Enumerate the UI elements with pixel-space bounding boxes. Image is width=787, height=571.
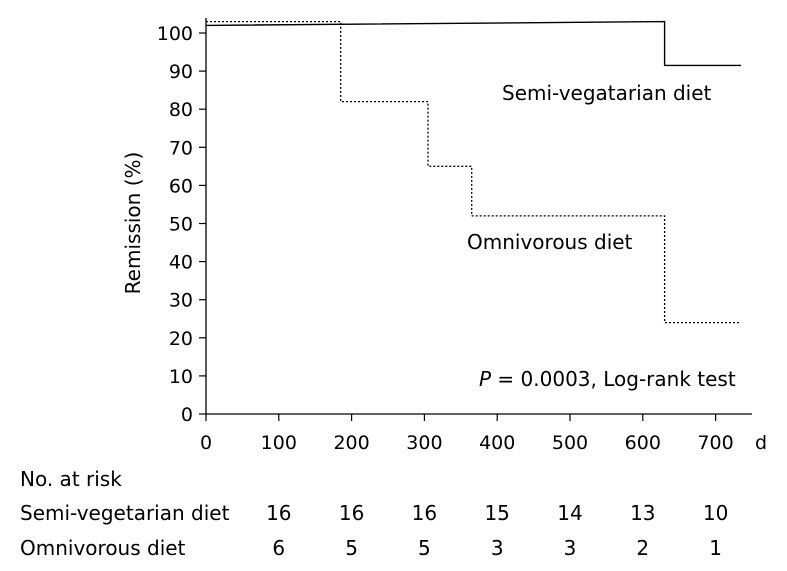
- risk-value: 10: [702, 501, 729, 525]
- risk-value: 16: [338, 501, 365, 525]
- y-tick-label: 70: [169, 137, 193, 159]
- risk-value: 15: [484, 501, 510, 525]
- y-tick-label: 50: [169, 214, 193, 236]
- x-tick-label: 700: [697, 432, 733, 454]
- y-tick-label: 90: [169, 61, 193, 83]
- series-line-semi-vegetarian: [205, 20, 742, 67]
- risk-row-label-semi: Semi-vegetarian diet: [20, 501, 230, 525]
- y-tick-label: 100: [157, 23, 193, 45]
- risk-value: 1: [709, 536, 722, 560]
- survival-chart: 0 10 20 30 40 50 60 70 80 90 100 0 100 200 300 400 500 60…: [121, 18, 767, 454]
- risk-value: 2: [636, 536, 650, 560]
- y-axis-label: Remission (%): [121, 152, 145, 295]
- pvalue-annotation: P = 0.0003, Log-rank test: [479, 367, 736, 391]
- risk-table-header: No. at risk: [20, 467, 122, 491]
- y-tick-label: 80: [169, 99, 193, 121]
- x-tick-label: 500: [552, 432, 588, 454]
- y-tick-label: 60: [169, 175, 193, 197]
- risk-value: 3: [490, 536, 504, 560]
- x-tick-label: 200: [333, 432, 369, 454]
- x-tick-label: 0: [200, 432, 212, 454]
- risk-value: 16: [411, 501, 438, 525]
- y-tick-label: 40: [169, 252, 193, 274]
- x-tick-label: 100: [261, 432, 297, 454]
- risk-value: 5: [345, 536, 358, 560]
- series-label-omnivorous: Omnivorous diet: [467, 230, 633, 254]
- risk-value: 5: [418, 536, 431, 560]
- series-label-semi-vegetarian: Semi-vegatarian diet: [502, 81, 712, 105]
- y-tick-label: 30: [169, 290, 193, 312]
- x-axis-label: d: [755, 432, 767, 454]
- risk-row-label-omni: Omnivorous diet: [20, 536, 186, 560]
- series-line-omnivorous: [206, 20, 742, 324]
- x-tick-label: 300: [406, 432, 442, 454]
- risk-value: 3: [563, 536, 577, 560]
- risk-value: 14: [557, 501, 583, 525]
- y-tick-label: 10: [169, 366, 193, 388]
- risk-value: 6: [272, 536, 286, 560]
- x-tick-label: 600: [625, 432, 661, 454]
- risk-value: 16: [266, 501, 292, 525]
- y-tick-label: 0: [181, 404, 193, 426]
- x-tick-label: 400: [479, 432, 515, 454]
- risk-value: 13: [630, 501, 656, 525]
- y-tick-label: 20: [169, 328, 193, 350]
